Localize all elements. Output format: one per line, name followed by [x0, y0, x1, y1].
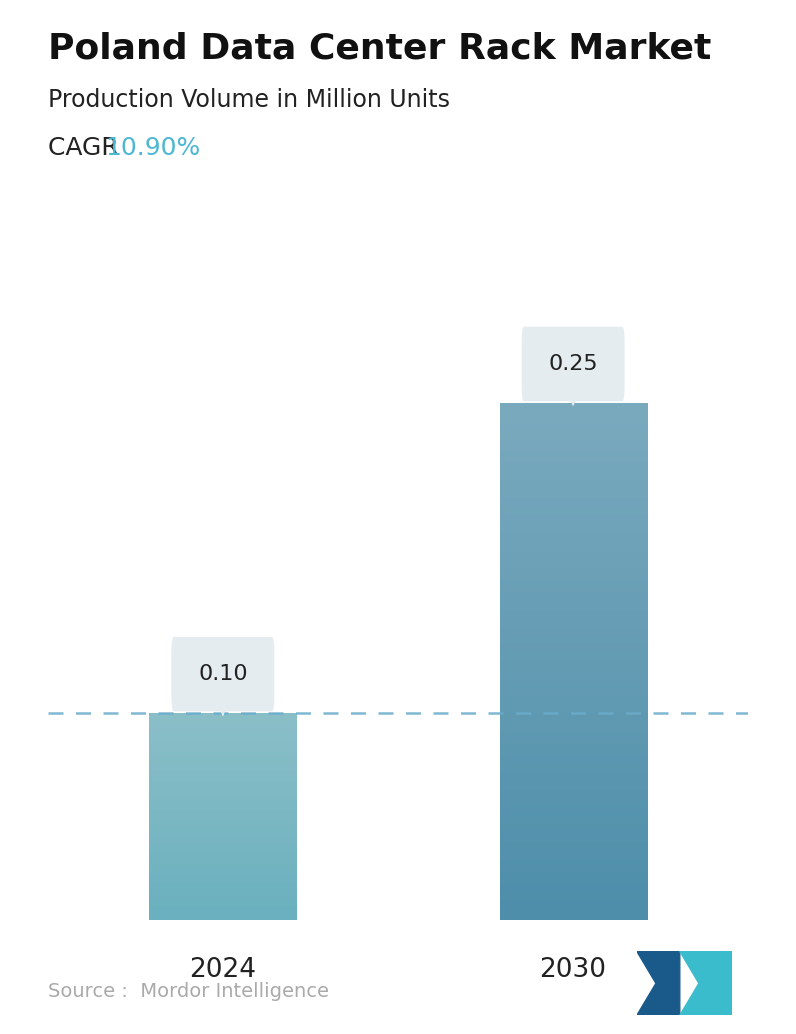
Text: 10.90%: 10.90% [105, 136, 201, 160]
FancyBboxPatch shape [521, 327, 625, 401]
Text: 0.25: 0.25 [548, 354, 598, 374]
Text: Production Volume in Million Units: Production Volume in Million Units [48, 88, 450, 112]
Text: 0.10: 0.10 [198, 664, 248, 685]
Text: 2024: 2024 [189, 957, 256, 983]
Polygon shape [217, 697, 228, 716]
Text: CAGR: CAGR [48, 136, 127, 160]
Text: 2030: 2030 [540, 957, 607, 983]
Text: Poland Data Center Rack Market: Poland Data Center Rack Market [48, 31, 711, 65]
Polygon shape [637, 951, 680, 1015]
Polygon shape [568, 387, 579, 405]
Polygon shape [680, 951, 732, 1015]
FancyBboxPatch shape [171, 637, 275, 711]
Text: Source :  Mordor Intelligence: Source : Mordor Intelligence [48, 982, 329, 1001]
